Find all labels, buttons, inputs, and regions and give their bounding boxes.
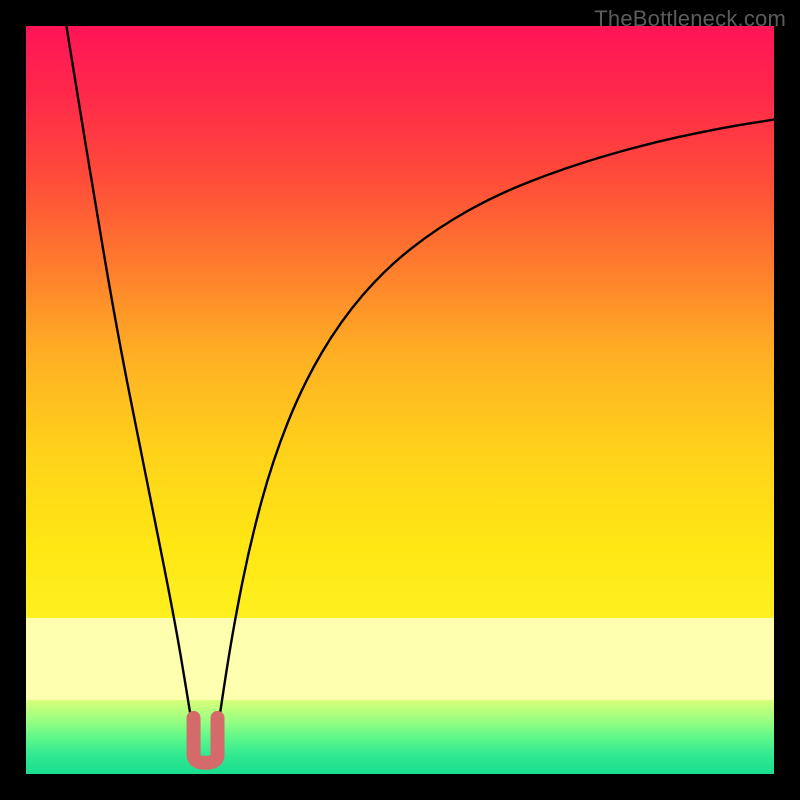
bottleneck-chart bbox=[0, 0, 800, 800]
watermark-label: TheBottleneck.com bbox=[594, 6, 786, 32]
chart-container: TheBottleneck.com bbox=[0, 0, 800, 800]
